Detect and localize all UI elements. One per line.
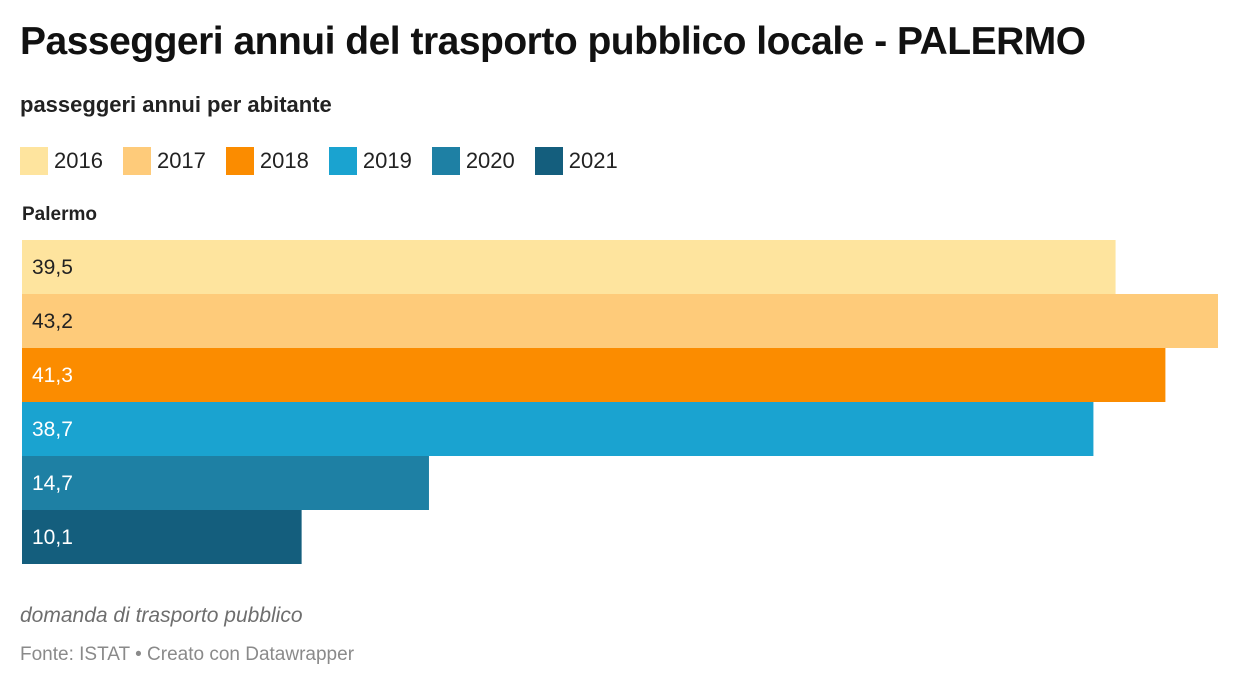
bar-2019 xyxy=(22,402,1094,456)
chart-subtitle: passeggeri annui per abitante xyxy=(20,92,332,117)
legend-label: 2020 xyxy=(465,148,515,173)
legend-item-2019: 2019 xyxy=(328,147,412,175)
bar-value-label: 39,5 xyxy=(32,256,73,279)
category-label: Palermo xyxy=(22,204,97,225)
legend-swatch xyxy=(431,147,460,175)
legend-label: 2016 xyxy=(54,148,103,173)
chart-source: Fonte: ISTAT • Creato con Datawrapper xyxy=(20,644,355,665)
chart-title: Passeggeri annui del trasporto pubblico … xyxy=(20,20,1086,63)
chart-caption: domanda di trasporto pubblico xyxy=(20,604,303,627)
legend-swatch xyxy=(122,147,151,175)
legend-swatch xyxy=(328,147,357,175)
bar-value-label: 43,2 xyxy=(32,310,73,333)
legend-swatch xyxy=(534,147,563,175)
legend-item-2021: 2021 xyxy=(534,147,618,175)
legend-swatch xyxy=(225,147,254,175)
bar-value-label: 38,7 xyxy=(32,418,73,441)
bar-2016 xyxy=(22,240,1116,294)
bar-value-label: 41,3 xyxy=(32,364,73,387)
legend-label: 2018 xyxy=(259,148,309,173)
legend-item-2016: 2016 xyxy=(20,147,103,175)
bar-2018 xyxy=(22,348,1166,402)
legend-item-2018: 2018 xyxy=(225,147,309,175)
bar-2017 xyxy=(22,294,1218,348)
legend-label: 2021 xyxy=(568,148,618,173)
legend-item-2020: 2020 xyxy=(431,147,515,175)
bar-2020 xyxy=(22,456,429,510)
bar-value-label: 14,7 xyxy=(32,472,73,495)
legend-label: 2019 xyxy=(362,148,412,173)
chart-legend: 2016 2017 2018 2019 2020 2021 xyxy=(20,146,638,176)
legend-swatch xyxy=(20,147,48,175)
legend-item-2017: 2017 xyxy=(122,147,206,175)
bar-2021 xyxy=(22,510,302,564)
bar-value-label: 10,1 xyxy=(32,526,73,549)
legend-label: 2017 xyxy=(156,148,206,173)
